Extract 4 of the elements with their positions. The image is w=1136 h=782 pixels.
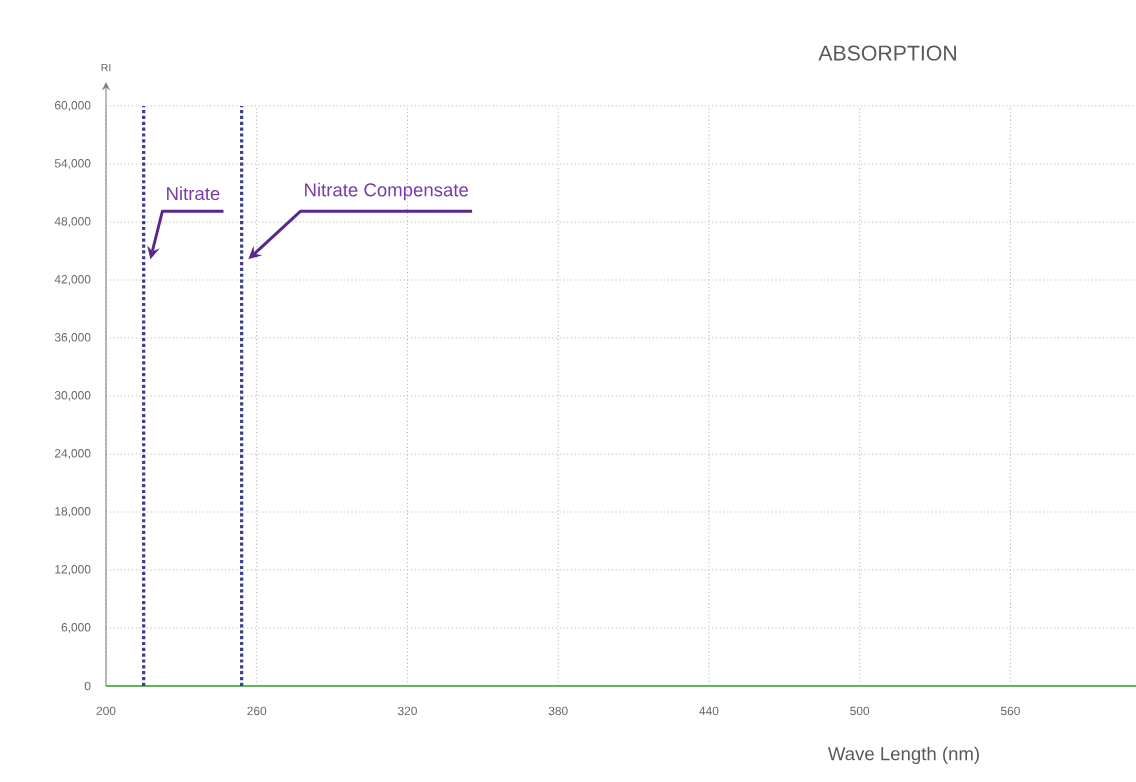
ref-line-label: Nitrate — [167, 186, 220, 201]
ref-line-label: Nitrate Compensate — [305, 182, 469, 201]
x-axis-title: Wave Length (nm) — [827, 746, 979, 765]
chart-title: ABSORPTION — [818, 45, 956, 61]
